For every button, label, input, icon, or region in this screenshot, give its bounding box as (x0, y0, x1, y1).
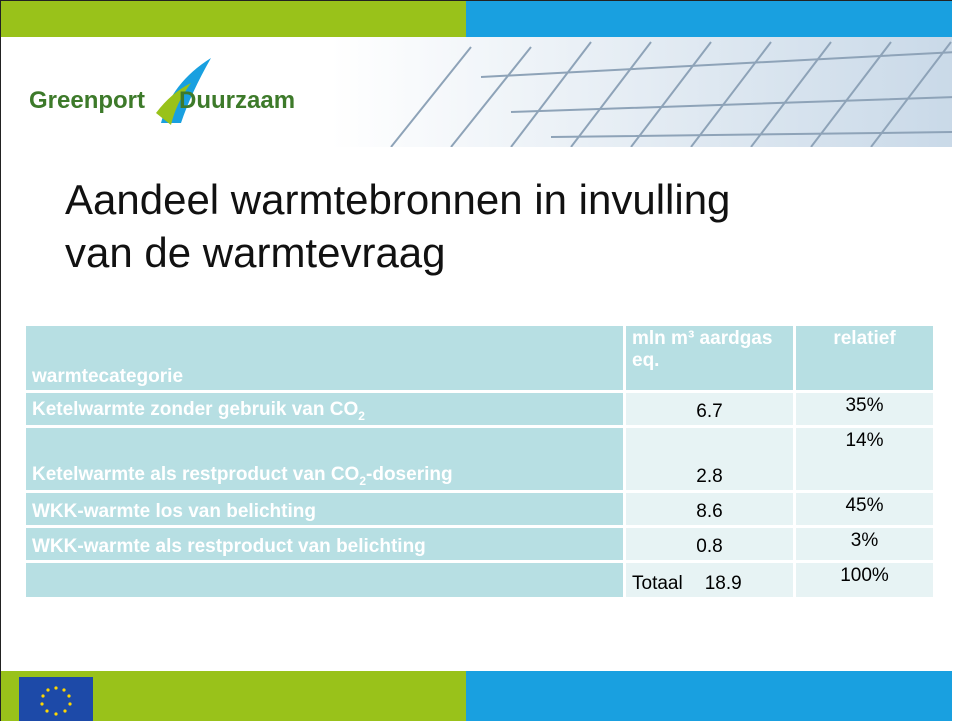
header-cell: relatief (796, 326, 933, 390)
share-cell: 45% (796, 493, 933, 525)
share-cell: 35% (796, 393, 933, 425)
header-cell: warmtecategorie (26, 326, 623, 390)
category-cell: Ketelwarmte zonder gebruik van CO2 (26, 393, 623, 425)
category-cell: Ketelwarmte als restproduct van CO2-dose… (26, 428, 623, 490)
category-text: Ketelwarmte zonder gebruik van CO (32, 399, 358, 420)
category-text: WKK-warmte als restproduct van belichtin… (32, 536, 426, 557)
share-cell: 14% (796, 428, 933, 490)
eu-flag (19, 677, 93, 721)
table: warmtecategorie mln m³ aardgas eq. relat… (23, 323, 936, 600)
row: Ketelwarmte als restproduct van CO2-dose… (26, 428, 933, 490)
bottom-band-blue (466, 671, 952, 721)
subscript: 2 (358, 409, 365, 423)
value-cell: 0.8 (626, 528, 793, 560)
value-cell: 2.8 (626, 428, 793, 490)
category-text: Ketelwarmte als restproduct van CO (32, 464, 359, 485)
top-band-green (1, 1, 466, 37)
category-cell: WKK-warmte als restproduct van belichtin… (26, 528, 623, 560)
header-cell: mln m³ aardgas eq. (626, 326, 793, 390)
value-cell: 8.6 (626, 493, 793, 525)
category-cell: WKK-warmte los van belichting (26, 493, 623, 525)
greenhouse-image (331, 37, 952, 147)
category-text: WKK-warmte los van belichting (32, 501, 316, 522)
subscript: 2 (359, 474, 366, 488)
row: WKK-warmte als restproduct van belichtin… (26, 528, 933, 560)
logo-left: Greenport (29, 87, 145, 115)
slide-title: Aandeel warmtebronnen in invulling van d… (65, 173, 730, 279)
title-line: van de warmtevraag (65, 226, 730, 279)
empty-cell (26, 563, 623, 597)
title-line: Aandeel warmtebronnen in invulling (65, 173, 730, 226)
total-cell: Totaal 18.9 (626, 563, 793, 597)
share-cell: 3% (796, 528, 933, 560)
slide: Greenport Duurzaam Aandeel warmtebronnen… (0, 0, 952, 721)
category-text: -dosering (366, 464, 453, 485)
total-share: 100% (796, 563, 933, 597)
top-band-blue (466, 1, 952, 37)
total-label: Totaal (632, 573, 683, 594)
value-cell: 6.7 (626, 393, 793, 425)
logo-right: Duurzaam (179, 87, 295, 115)
total-value: 18.9 (705, 573, 742, 594)
